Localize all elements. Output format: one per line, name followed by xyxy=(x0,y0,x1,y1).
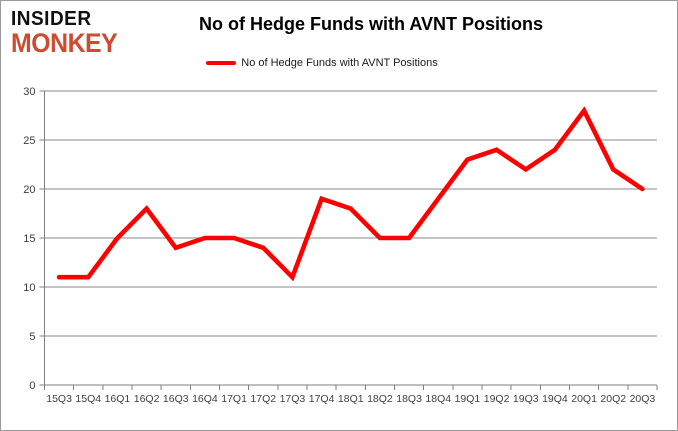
x-axis-label: 19Q2 xyxy=(484,393,510,405)
insider-monkey-logo: INSIDER MONKEY xyxy=(11,9,127,57)
y-axis-label: 30 xyxy=(23,86,35,98)
x-axis-label: 15Q4 xyxy=(75,393,101,405)
chart-title: No of Hedge Funds with AVNT Positions xyxy=(199,14,543,34)
series-line xyxy=(56,106,645,282)
y-axis-label: 5 xyxy=(29,331,35,343)
y-axis-label: 15 xyxy=(23,233,35,245)
logo-text-insider: INSIDER xyxy=(11,7,92,30)
logo-text-monkey: MONKEY xyxy=(11,28,118,58)
x-axis-label: 18Q2 xyxy=(367,393,393,405)
x-axis-label: 15Q3 xyxy=(46,393,72,405)
y-axis-label: 25 xyxy=(23,135,35,147)
x-axis-label: 20Q1 xyxy=(571,393,597,405)
x-axis-label: 16Q4 xyxy=(192,393,218,405)
x-axis-label: 17Q4 xyxy=(309,393,335,405)
x-axis-label: 16Q3 xyxy=(163,393,189,405)
legend-line-swatch xyxy=(206,61,237,65)
y-axis-label: 10 xyxy=(23,282,35,294)
x-axis-label: 16Q2 xyxy=(134,393,160,405)
x-axis-label: 19Q1 xyxy=(455,393,481,405)
x-axis-label: 18Q3 xyxy=(396,393,422,405)
x-axis-label: 17Q2 xyxy=(250,393,276,405)
x-axis-label: 19Q3 xyxy=(513,393,539,405)
x-axis-label: 18Q1 xyxy=(338,393,364,405)
x-axis-label: 17Q3 xyxy=(280,393,306,405)
x-axis-label: 19Q4 xyxy=(542,393,568,405)
chart-legend: No of Hedge Funds with AVNT Positions xyxy=(1,57,643,69)
y-axis-label: 0 xyxy=(29,380,35,392)
x-axis-label: 20Q3 xyxy=(630,393,656,405)
y-axis-label: 20 xyxy=(23,184,35,196)
x-axis-label: 17Q1 xyxy=(221,393,247,405)
x-axis-label: 18Q4 xyxy=(425,393,451,405)
x-axis-label: 16Q1 xyxy=(105,393,131,405)
x-axis-label: 20Q2 xyxy=(600,393,626,405)
legend-label: No of Hedge Funds with AVNT Positions xyxy=(241,57,438,69)
